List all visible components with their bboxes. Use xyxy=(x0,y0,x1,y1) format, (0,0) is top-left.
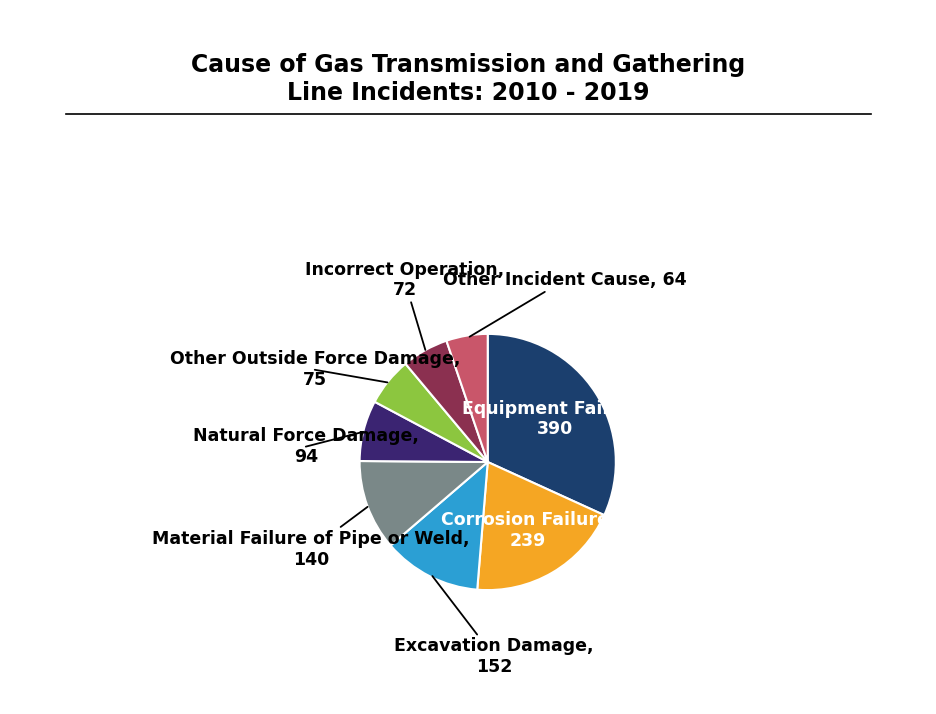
Wedge shape xyxy=(359,461,488,545)
Text: Other Incident Cause, 64: Other Incident Cause, 64 xyxy=(443,271,686,337)
Wedge shape xyxy=(359,402,488,462)
Text: Incorrect Operation,
72: Incorrect Operation, 72 xyxy=(304,261,504,350)
Text: Natural Force Damage,
94: Natural Force Damage, 94 xyxy=(193,427,418,466)
Text: Corrosion Failure,
239: Corrosion Failure, 239 xyxy=(440,511,614,550)
Wedge shape xyxy=(488,334,615,516)
Text: Excavation Damage,
152: Excavation Damage, 152 xyxy=(394,576,593,676)
Wedge shape xyxy=(476,462,604,590)
Title: Cause of Gas Transmission and Gathering
Line Incidents: 2010 - 2019: Cause of Gas Transmission and Gathering … xyxy=(191,53,745,105)
Text: Other Outside Force Damage,
75: Other Outside Force Damage, 75 xyxy=(169,351,460,389)
Text: Equipment Failure,
390: Equipment Failure, 390 xyxy=(461,400,647,438)
Wedge shape xyxy=(374,363,488,462)
Wedge shape xyxy=(446,334,488,462)
Wedge shape xyxy=(405,341,488,462)
Text: Material Failure of Pipe or Weld,
140: Material Failure of Pipe or Weld, 140 xyxy=(152,507,469,568)
Wedge shape xyxy=(390,462,488,590)
